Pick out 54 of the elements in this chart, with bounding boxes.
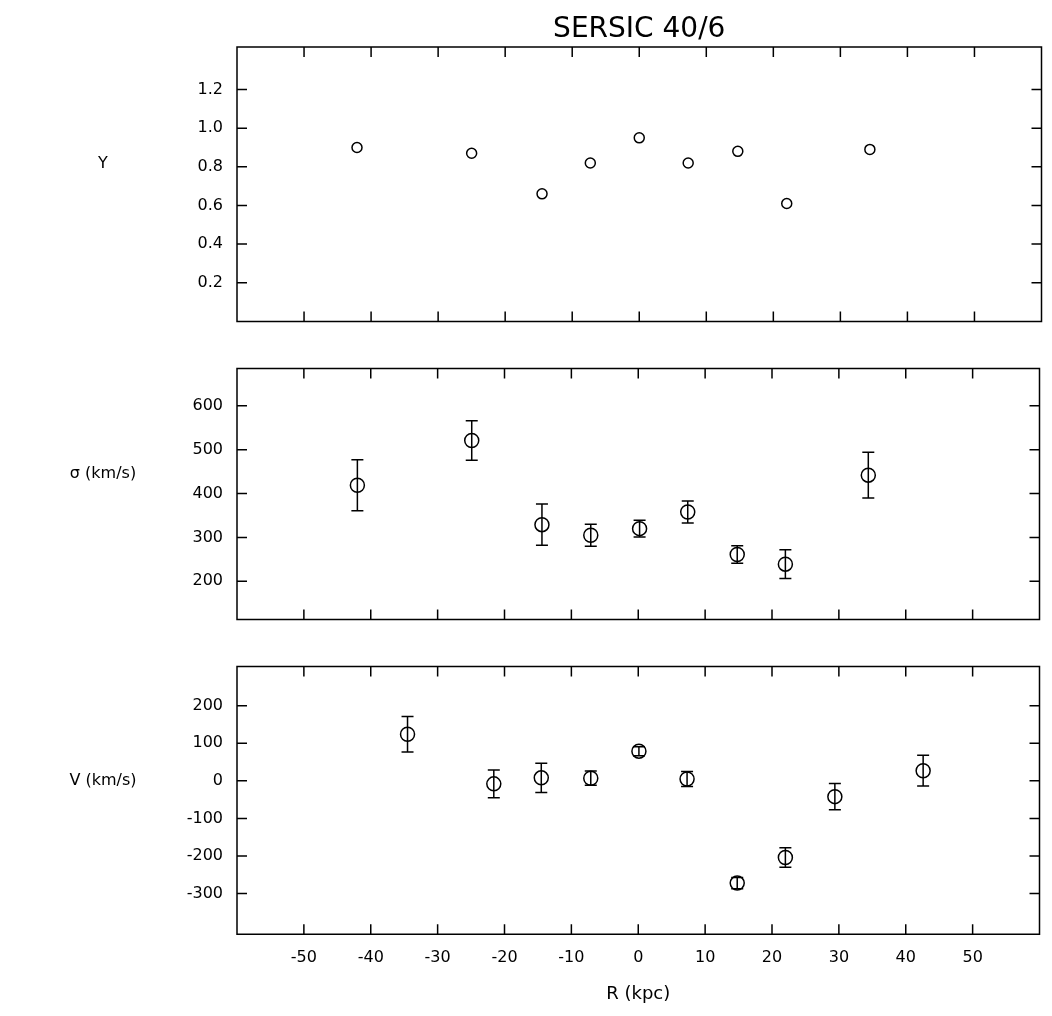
y-tick-label: 200 (192, 694, 223, 714)
y-tick-label: 400 (192, 482, 223, 502)
point (777, 556, 794, 572)
y-axis-title: Y (97, 153, 109, 173)
point (534, 516, 550, 533)
point (465, 147, 478, 160)
point (583, 527, 599, 543)
y-tick-label: -200 (186, 845, 223, 865)
point (486, 776, 502, 792)
chart-title: SERSIC 40/6 (553, 11, 726, 44)
point (864, 143, 876, 156)
x-tick-label: 50 (962, 946, 983, 966)
point (584, 157, 597, 169)
x-tick-label: -30 (424, 946, 451, 966)
y-tick-label: 100 (192, 732, 223, 752)
point (679, 504, 696, 520)
point (351, 141, 363, 154)
y-tick-label: 0 (212, 770, 223, 790)
y-tick-label: 0.6 (197, 194, 223, 214)
y-tick-label: 500 (192, 438, 223, 458)
point (399, 726, 416, 742)
point (780, 197, 793, 210)
point (732, 145, 744, 158)
point (915, 762, 931, 779)
point (463, 432, 480, 449)
point (349, 477, 366, 493)
point (827, 788, 843, 805)
y-tick-label: 200 (192, 570, 223, 590)
y-axis-title: σ (km/s) (69, 463, 137, 483)
y-tick-label: 1.0 (197, 117, 223, 137)
y-tick-label: 0.4 (197, 233, 223, 253)
point (533, 770, 550, 786)
y-tick-label: 300 (192, 526, 223, 546)
x-tick-label: -20 (491, 946, 518, 966)
x-axis-title: R (kpc) (606, 981, 671, 1003)
y-axis-title: V (km/s) (69, 769, 137, 789)
point (633, 132, 645, 144)
y-tick-label: -300 (186, 882, 223, 902)
x-tick-label: -40 (357, 946, 384, 966)
y-tick-label: 0.2 (197, 271, 223, 291)
x-tick-label: 40 (895, 946, 916, 966)
x-tick-label: -50 (290, 946, 317, 966)
point (682, 157, 694, 169)
point (860, 467, 877, 483)
x-tick-label: 30 (828, 946, 850, 966)
y-tick-label: 600 (192, 395, 223, 415)
y-tick-label: 0.8 (197, 155, 223, 175)
x-tick-label: 0 (633, 946, 644, 966)
point (536, 188, 548, 200)
x-tick-label: 10 (694, 946, 716, 966)
x-tick-label: -10 (558, 946, 585, 966)
y-tick-label: -100 (186, 807, 223, 827)
y-tick-label: 1.2 (197, 78, 223, 98)
x-tick-label: 20 (761, 946, 783, 966)
